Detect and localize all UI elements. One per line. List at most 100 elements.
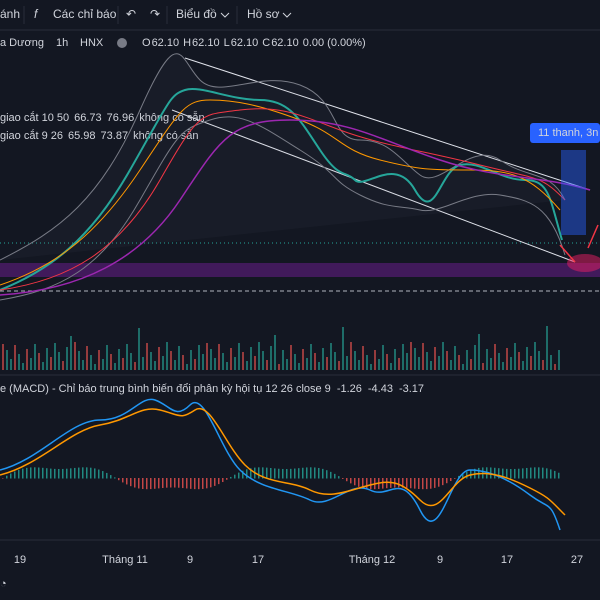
toolbar-item[interactable]: Các chỉ báo — [53, 7, 117, 21]
hist-bar — [130, 478, 132, 487]
hist-bar — [270, 467, 272, 479]
volume-bar — [426, 352, 428, 370]
hist-bar — [434, 478, 436, 488]
hist-bar — [222, 478, 224, 483]
volume-bar — [90, 355, 92, 370]
ohlc-value: 62.10 — [271, 37, 299, 49]
volume-bar — [330, 343, 332, 370]
volume-bar — [210, 349, 212, 370]
volume-bar — [322, 348, 324, 370]
ma-long — [0, 119, 591, 296]
volume-bar — [450, 360, 452, 370]
volume-bar — [150, 352, 152, 370]
volume-bar — [466, 350, 468, 370]
volume-bar — [382, 345, 384, 370]
volume-bar — [338, 361, 340, 370]
indicator-value: 66.73 — [74, 112, 102, 124]
bollinger-lower — [0, 116, 566, 301]
hist-bar — [46, 468, 48, 479]
range-label-bg — [530, 123, 600, 143]
volume-bar — [394, 349, 396, 370]
volume-bar — [6, 350, 8, 370]
volume-bar — [222, 353, 224, 370]
hist-bar — [506, 468, 508, 479]
volume-bar — [54, 343, 56, 370]
volume-bar — [2, 344, 4, 370]
toggle[interactable] — [117, 38, 127, 48]
volume-bar — [402, 344, 404, 370]
indicator-name: giao cắt 10 50 — [0, 111, 69, 124]
volume-bar — [82, 360, 84, 370]
indicator-status: không có sẵn — [133, 129, 198, 142]
redo-icon[interactable]: ↷ — [150, 7, 160, 21]
volume-bar — [142, 357, 144, 370]
hist-bar — [446, 478, 448, 484]
hist-bar — [226, 478, 228, 480]
hist-bar — [166, 478, 168, 488]
volume-bar — [486, 349, 488, 370]
toolbar-item[interactable]: Hồ sơ — [247, 7, 280, 21]
volume-bar — [46, 348, 48, 370]
hist-bar — [218, 478, 220, 485]
volume-bar — [374, 350, 376, 370]
volume-bar — [66, 347, 68, 370]
ohlc-value: 62.10 — [231, 37, 259, 49]
volume-bar — [130, 353, 132, 370]
hist-bar — [38, 467, 40, 479]
volume-bar — [370, 364, 372, 370]
volume-bar — [262, 351, 264, 370]
price — [0, 88, 563, 291]
volume-bar — [518, 352, 520, 370]
volume-bar — [542, 360, 544, 370]
volume-bar — [538, 351, 540, 370]
x-tick-label: Tháng 12 — [349, 554, 395, 566]
ma-slow — [0, 108, 566, 291]
volume-bar — [230, 348, 232, 370]
undo-icon[interactable]: ↶ — [126, 7, 136, 21]
hist-bar — [494, 467, 496, 479]
toolbar-item[interactable]: ánh — [0, 7, 20, 21]
volume-bar — [246, 361, 248, 370]
volume-bar — [42, 362, 44, 370]
hist-bar — [330, 471, 332, 479]
hist-bar — [22, 468, 24, 479]
hist-bar — [82, 467, 84, 479]
volume-bar — [38, 353, 40, 370]
volume-bar — [158, 347, 160, 370]
hist-bar — [346, 478, 348, 482]
volume-bar — [398, 358, 400, 370]
hist-bar — [282, 468, 284, 479]
hist-bar — [182, 478, 184, 489]
volume-bar — [298, 363, 300, 370]
volume-bar — [174, 360, 176, 370]
hist-bar — [262, 467, 264, 479]
hist-bar — [234, 474, 236, 479]
hist-bar — [366, 478, 368, 489]
volume-bar — [498, 353, 500, 370]
volume-bar — [10, 359, 12, 370]
hist-bar — [362, 478, 364, 488]
volume-bar — [206, 343, 208, 370]
volume-bar — [454, 346, 456, 370]
toolbar-item[interactable]: Biểu đồ — [176, 7, 217, 21]
indicator-value: 76.96 — [107, 112, 135, 124]
change: 0.00 (0.00%) — [303, 37, 366, 49]
volume-bar — [114, 363, 116, 370]
hist-bar — [174, 478, 176, 488]
fx-icon[interactable]: f — [34, 7, 39, 21]
volume-bar — [474, 345, 476, 370]
volume-bar — [238, 343, 240, 370]
volume-bar — [494, 344, 496, 370]
volume-bar — [78, 351, 80, 370]
symbol: a Dương — [0, 37, 44, 49]
volume-bar — [138, 328, 140, 370]
ohlc: O 62.10 H 62.10 L 62.10 C 62.10 — [142, 37, 299, 49]
hist-bar — [86, 467, 88, 479]
hist-bar — [542, 467, 544, 479]
volume-bar — [482, 363, 484, 370]
hist-bar — [278, 468, 280, 479]
hist-bar — [98, 469, 100, 479]
volume-bar — [514, 343, 516, 370]
hist-bar — [58, 468, 60, 479]
hist-bar — [410, 478, 412, 489]
